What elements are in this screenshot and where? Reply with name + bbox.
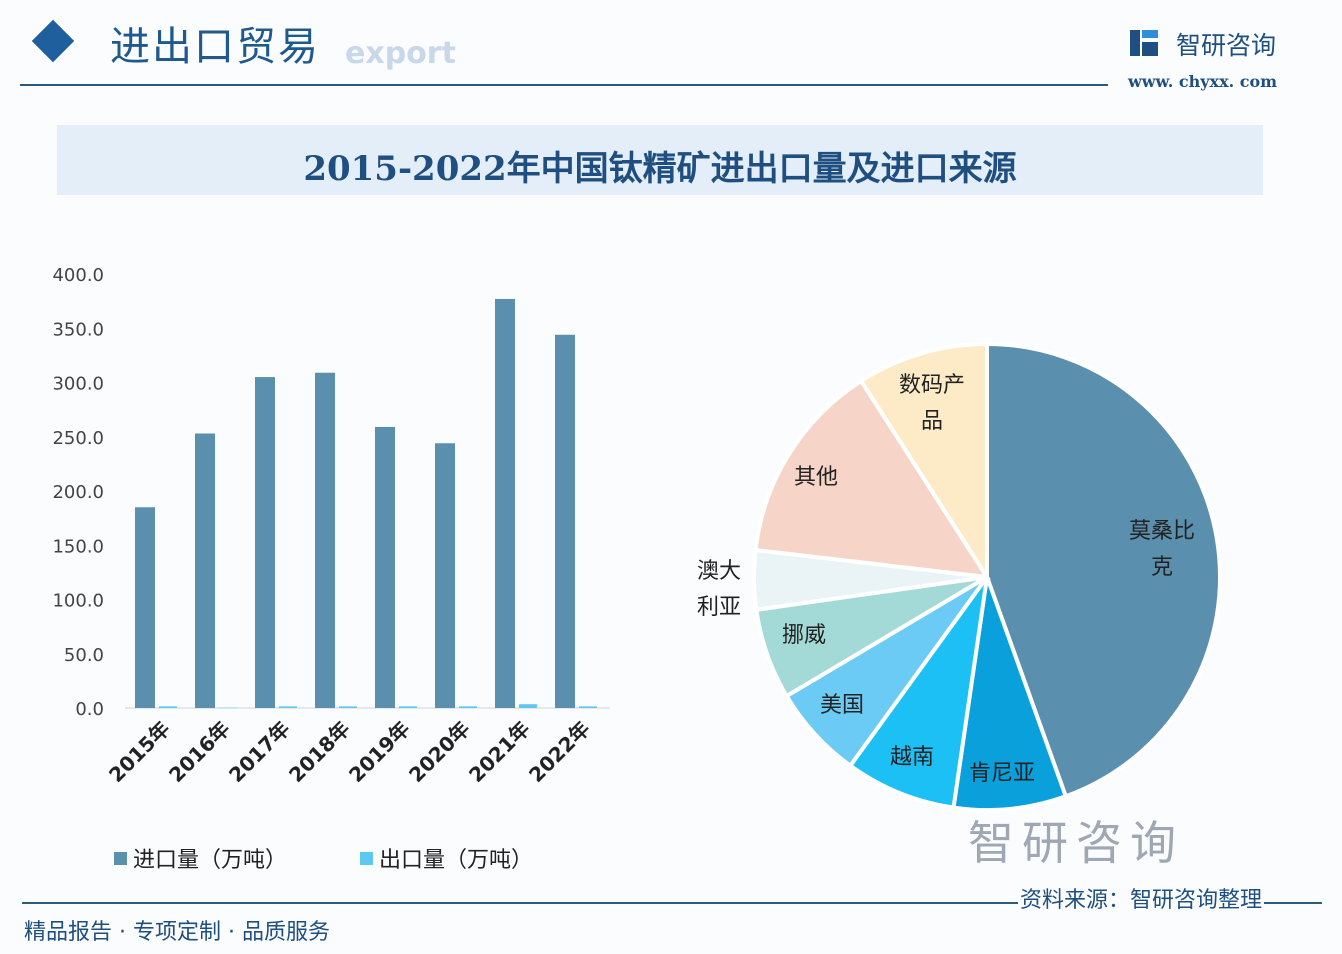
pie-label: 澳大利亚 (696, 559, 741, 620)
import-bar (555, 334, 575, 708)
section-subtitle: export (345, 36, 456, 71)
import-bar (135, 507, 155, 708)
pie-slice (847, 575, 989, 810)
pie-label: 莫桑比克 (1128, 519, 1195, 580)
export-bar (579, 706, 597, 708)
export-bar (339, 706, 357, 708)
chart-title-band: 2015-2022年中国钛精矿进出口量及进口来源 (57, 125, 1263, 195)
pie-slice (753, 378, 991, 580)
export-bar (519, 704, 537, 708)
import-bar (315, 372, 335, 708)
footer-tagline: 精品报告 · 专项定制 · 品质服务 (24, 920, 330, 945)
export-bar (159, 706, 177, 708)
import-bar (255, 377, 275, 708)
y-tick-label: 150.0 (52, 536, 104, 557)
legend-label: 出口量（万吨） (379, 848, 534, 873)
y-tick-label: 250.0 (52, 428, 104, 449)
export-bar (279, 706, 297, 708)
pie-label: 数码产品 (898, 373, 965, 434)
y-tick-label: 300.0 (52, 374, 104, 395)
import-bar (375, 426, 395, 708)
y-tick-label: 200.0 (52, 482, 104, 503)
legend-label: 进口量（万吨） (133, 848, 288, 873)
watermark-logo: 智研咨询 (968, 816, 1184, 870)
export-bar (459, 706, 477, 708)
header-divider (20, 84, 1108, 86)
pie-slice (985, 341, 1222, 799)
y-tick-label: 50.0 (64, 645, 104, 666)
legend-item-export: 出口量（万吨） (360, 842, 533, 874)
logo-text: 智研咨询 (1176, 31, 1277, 60)
logo-url: www. chyxx. com (1128, 72, 1278, 91)
y-tick-label: 100.0 (52, 591, 104, 612)
pie-slice (858, 341, 989, 584)
legend-item-import: 进口量（万吨） (114, 842, 287, 874)
source-note: 资料来源：智研咨询整理 (1018, 888, 1265, 914)
chart-title: 2015-2022年中国钛精矿进出口量及进口来源 (303, 149, 1017, 189)
section-title: 进出口贸易 (110, 24, 320, 70)
import-bar (435, 443, 455, 708)
y-tick-label: 350.0 (52, 319, 104, 340)
pie-label: 越南 (889, 745, 934, 770)
pie-label: 挪威 (781, 623, 826, 648)
export-bar (219, 707, 237, 709)
import-bar (495, 298, 515, 708)
pie-label: 美国 (819, 693, 864, 718)
footer-divider (22, 902, 1322, 904)
export-bar (399, 706, 417, 708)
import-bar (195, 433, 215, 708)
pie-label: 肯尼亚 (968, 761, 1035, 786)
logo-icon (1130, 28, 1160, 58)
y-tick-label: 400.0 (52, 265, 104, 286)
pie-label: 其他 (793, 465, 838, 490)
y-tick-label: 0.0 (75, 699, 104, 720)
legend-swatch (114, 851, 127, 865)
pie-slice (951, 576, 1069, 812)
legend-swatch (360, 851, 373, 865)
